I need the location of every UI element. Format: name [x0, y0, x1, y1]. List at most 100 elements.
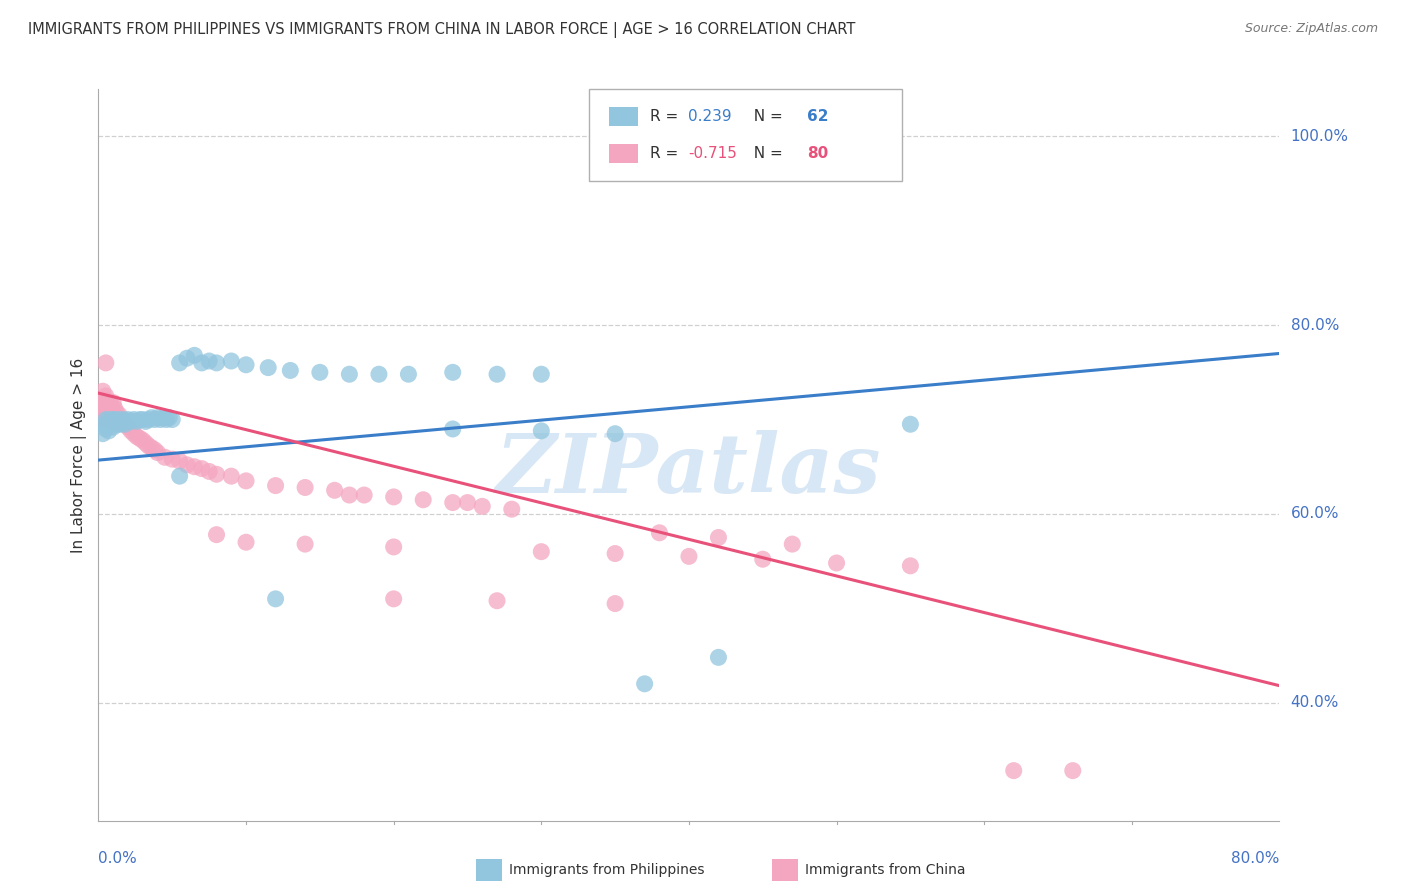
Point — [94, 412, 117, 426]
Text: R =: R = — [650, 146, 683, 161]
Point — [169, 469, 191, 483]
Point — [91, 384, 114, 399]
Point — [382, 540, 405, 554]
Point — [110, 414, 132, 428]
Point — [107, 412, 129, 426]
Point — [198, 354, 221, 368]
Text: 0.0%: 0.0% — [98, 851, 138, 866]
Bar — [477, 859, 502, 881]
Point — [103, 408, 125, 422]
Point — [98, 395, 121, 409]
Point — [782, 537, 804, 551]
Point — [382, 490, 405, 504]
Text: ZIPatlas: ZIPatlas — [496, 430, 882, 509]
Point — [120, 414, 142, 428]
Point — [91, 426, 114, 441]
Text: 40.0%: 40.0% — [1291, 695, 1339, 710]
Point — [368, 368, 391, 382]
Point — [96, 393, 118, 408]
Point — [707, 531, 730, 545]
Point — [235, 535, 257, 549]
Point — [162, 452, 183, 467]
Y-axis label: In Labor Force | Age > 16: In Labor Force | Age > 16 — [72, 358, 87, 552]
Point — [125, 414, 148, 428]
Point — [138, 412, 160, 426]
Point — [146, 410, 169, 425]
Point — [138, 439, 160, 453]
Point — [96, 405, 118, 419]
Point — [105, 414, 128, 428]
Point — [94, 356, 117, 370]
Text: Source: ZipAtlas.com: Source: ZipAtlas.com — [1244, 22, 1378, 36]
Point — [100, 414, 122, 428]
Point — [112, 412, 135, 426]
Point — [751, 552, 773, 566]
Point — [98, 408, 121, 422]
Point — [257, 360, 280, 375]
Point — [169, 356, 191, 370]
Point — [103, 395, 125, 409]
Point — [441, 365, 464, 379]
Bar — [609, 107, 638, 126]
Point — [648, 525, 671, 540]
Point — [117, 420, 139, 434]
Text: N =: N = — [744, 109, 789, 124]
Point — [94, 389, 117, 403]
Point — [105, 405, 128, 419]
Point — [103, 412, 125, 426]
Point — [93, 393, 115, 408]
Point — [108, 408, 131, 422]
Bar — [609, 145, 638, 162]
Point — [152, 410, 174, 425]
Point — [530, 368, 553, 382]
Text: 60.0%: 60.0% — [1291, 507, 1339, 522]
Point — [294, 537, 316, 551]
Point — [169, 454, 191, 468]
Point — [396, 368, 419, 382]
Point — [110, 417, 132, 432]
Point — [132, 412, 155, 426]
Point — [309, 365, 332, 379]
Point — [353, 488, 375, 502]
Point — [114, 417, 136, 432]
Text: -0.715: -0.715 — [688, 146, 737, 161]
Point — [441, 422, 464, 436]
Point — [128, 431, 150, 445]
Text: N =: N = — [744, 146, 789, 161]
Point — [132, 434, 155, 448]
Point — [486, 368, 509, 382]
Point — [146, 445, 169, 459]
Point — [205, 527, 228, 541]
Point — [103, 420, 125, 434]
Point — [235, 358, 257, 372]
Point — [143, 442, 166, 457]
Point — [412, 492, 434, 507]
Point — [205, 356, 228, 370]
Point — [605, 426, 627, 441]
Point — [337, 368, 360, 382]
Point — [1062, 764, 1084, 778]
Point — [825, 556, 848, 570]
Point — [115, 414, 138, 428]
Point — [135, 436, 157, 450]
Point — [90, 393, 112, 408]
Point — [441, 495, 464, 509]
Point — [183, 348, 205, 362]
Point — [191, 461, 214, 475]
Text: 80.0%: 80.0% — [1232, 851, 1279, 866]
Point — [219, 354, 242, 368]
Point — [141, 410, 163, 425]
Point — [530, 544, 553, 558]
Point — [264, 478, 287, 492]
Point — [93, 405, 115, 419]
Text: R =: R = — [650, 109, 683, 124]
Point — [162, 412, 183, 426]
Point — [114, 417, 136, 432]
Point — [501, 502, 523, 516]
Point — [456, 495, 478, 509]
Point — [183, 459, 205, 474]
Point — [264, 591, 287, 606]
Point — [111, 412, 134, 426]
Point — [278, 363, 302, 377]
Point — [94, 401, 117, 416]
